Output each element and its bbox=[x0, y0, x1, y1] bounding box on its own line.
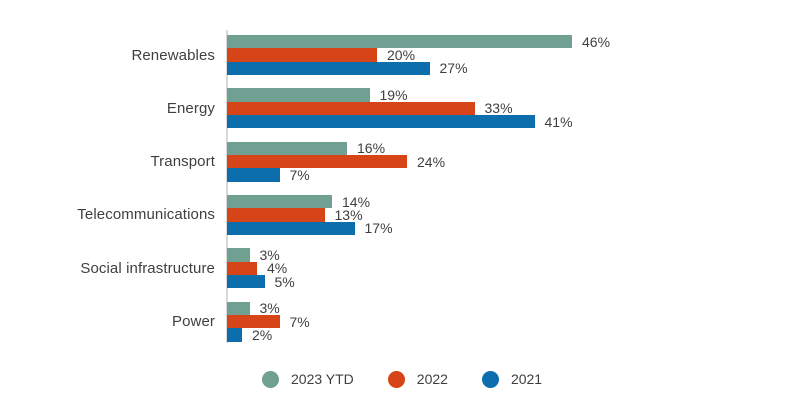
value-label-social-infrastructure-2023-ytd: 3% bbox=[259, 247, 280, 263]
legend-label-2023-ytd: 2023 YTD bbox=[291, 371, 354, 387]
value-label-energy-2022: 33% bbox=[484, 100, 513, 117]
value-label-telecommunications-2021: 17% bbox=[364, 220, 393, 237]
value-label-transport-2023-ytd: 16% bbox=[357, 140, 386, 157]
value-label-power-2023-ytd: 3% bbox=[259, 300, 280, 317]
value-label-telecommunications-2022: 13% bbox=[334, 207, 363, 223]
value-label-renewables-2023-ytd: 46% bbox=[582, 33, 611, 50]
bar-renewables-2021 bbox=[227, 61, 430, 75]
bar-power-2023-ytd bbox=[227, 301, 250, 315]
y-axis-line bbox=[226, 30, 228, 343]
bar-energy-2021 bbox=[227, 114, 535, 129]
legend-item-2022: 2022 bbox=[387, 370, 448, 388]
value-label-energy-2021: 41% bbox=[544, 113, 573, 130]
bar-renewables-2022 bbox=[227, 48, 377, 62]
bar-telecommunications-2021 bbox=[227, 221, 355, 235]
legend: 2023 YTD 2022 2021 bbox=[262, 370, 542, 388]
category-label-telecommunications: Telecommunications bbox=[77, 206, 215, 224]
value-label-renewables-2022: 20% bbox=[387, 47, 416, 63]
value-label-transport-2022: 24% bbox=[417, 153, 446, 170]
bar-transport-2021 bbox=[227, 168, 280, 182]
value-label-transport-2021: 7% bbox=[289, 167, 310, 183]
legend-swatch-2023-ytd bbox=[262, 370, 279, 388]
value-label-power-2022: 7% bbox=[289, 313, 310, 330]
bar-transport-2023-ytd bbox=[227, 141, 347, 155]
legend-item-2023-ytd: 2023 YTD bbox=[262, 370, 354, 388]
bar-social-infrastructure-2021 bbox=[227, 274, 265, 289]
value-label-social-infrastructure-2022: 4% bbox=[267, 260, 288, 277]
category-label-power: Power bbox=[171, 313, 215, 331]
bar-renewables-2023-ytd bbox=[227, 35, 572, 49]
value-label-telecommunications-2023-ytd: 14% bbox=[342, 193, 371, 210]
bar-telecommunications-2023-ytd bbox=[227, 194, 332, 209]
bar-social-infrastructure-2022 bbox=[227, 261, 257, 275]
bar-power-2022 bbox=[227, 314, 280, 329]
legend-label-2021: 2021 bbox=[510, 371, 543, 387]
bar-power-2021 bbox=[227, 328, 242, 342]
value-label-energy-2023-ytd: 19% bbox=[379, 87, 408, 103]
bar-telecommunications-2022 bbox=[227, 208, 325, 222]
legend-label-2022: 2022 bbox=[416, 371, 448, 387]
value-label-social-infrastructure-2021: 5% bbox=[274, 273, 295, 290]
value-label-renewables-2021: 27% bbox=[439, 60, 468, 77]
value-label-power-2021: 2% bbox=[252, 327, 273, 343]
bar-transport-2022 bbox=[227, 154, 407, 169]
bar-energy-2022 bbox=[227, 101, 475, 115]
legend-swatch-2022 bbox=[387, 370, 405, 388]
category-label-social-infrastructure: Social infrastructure bbox=[80, 259, 215, 277]
category-label-transport: Transport bbox=[150, 153, 215, 171]
bar-social-infrastructure-2023-ytd bbox=[227, 248, 250, 262]
category-label-renewables: Renewables bbox=[131, 46, 215, 64]
bar-energy-2023-ytd bbox=[227, 88, 370, 102]
legend-swatch-2021 bbox=[481, 370, 499, 388]
legend-item-2021: 2021 bbox=[481, 370, 543, 388]
category-label-energy: Energy bbox=[166, 99, 215, 117]
